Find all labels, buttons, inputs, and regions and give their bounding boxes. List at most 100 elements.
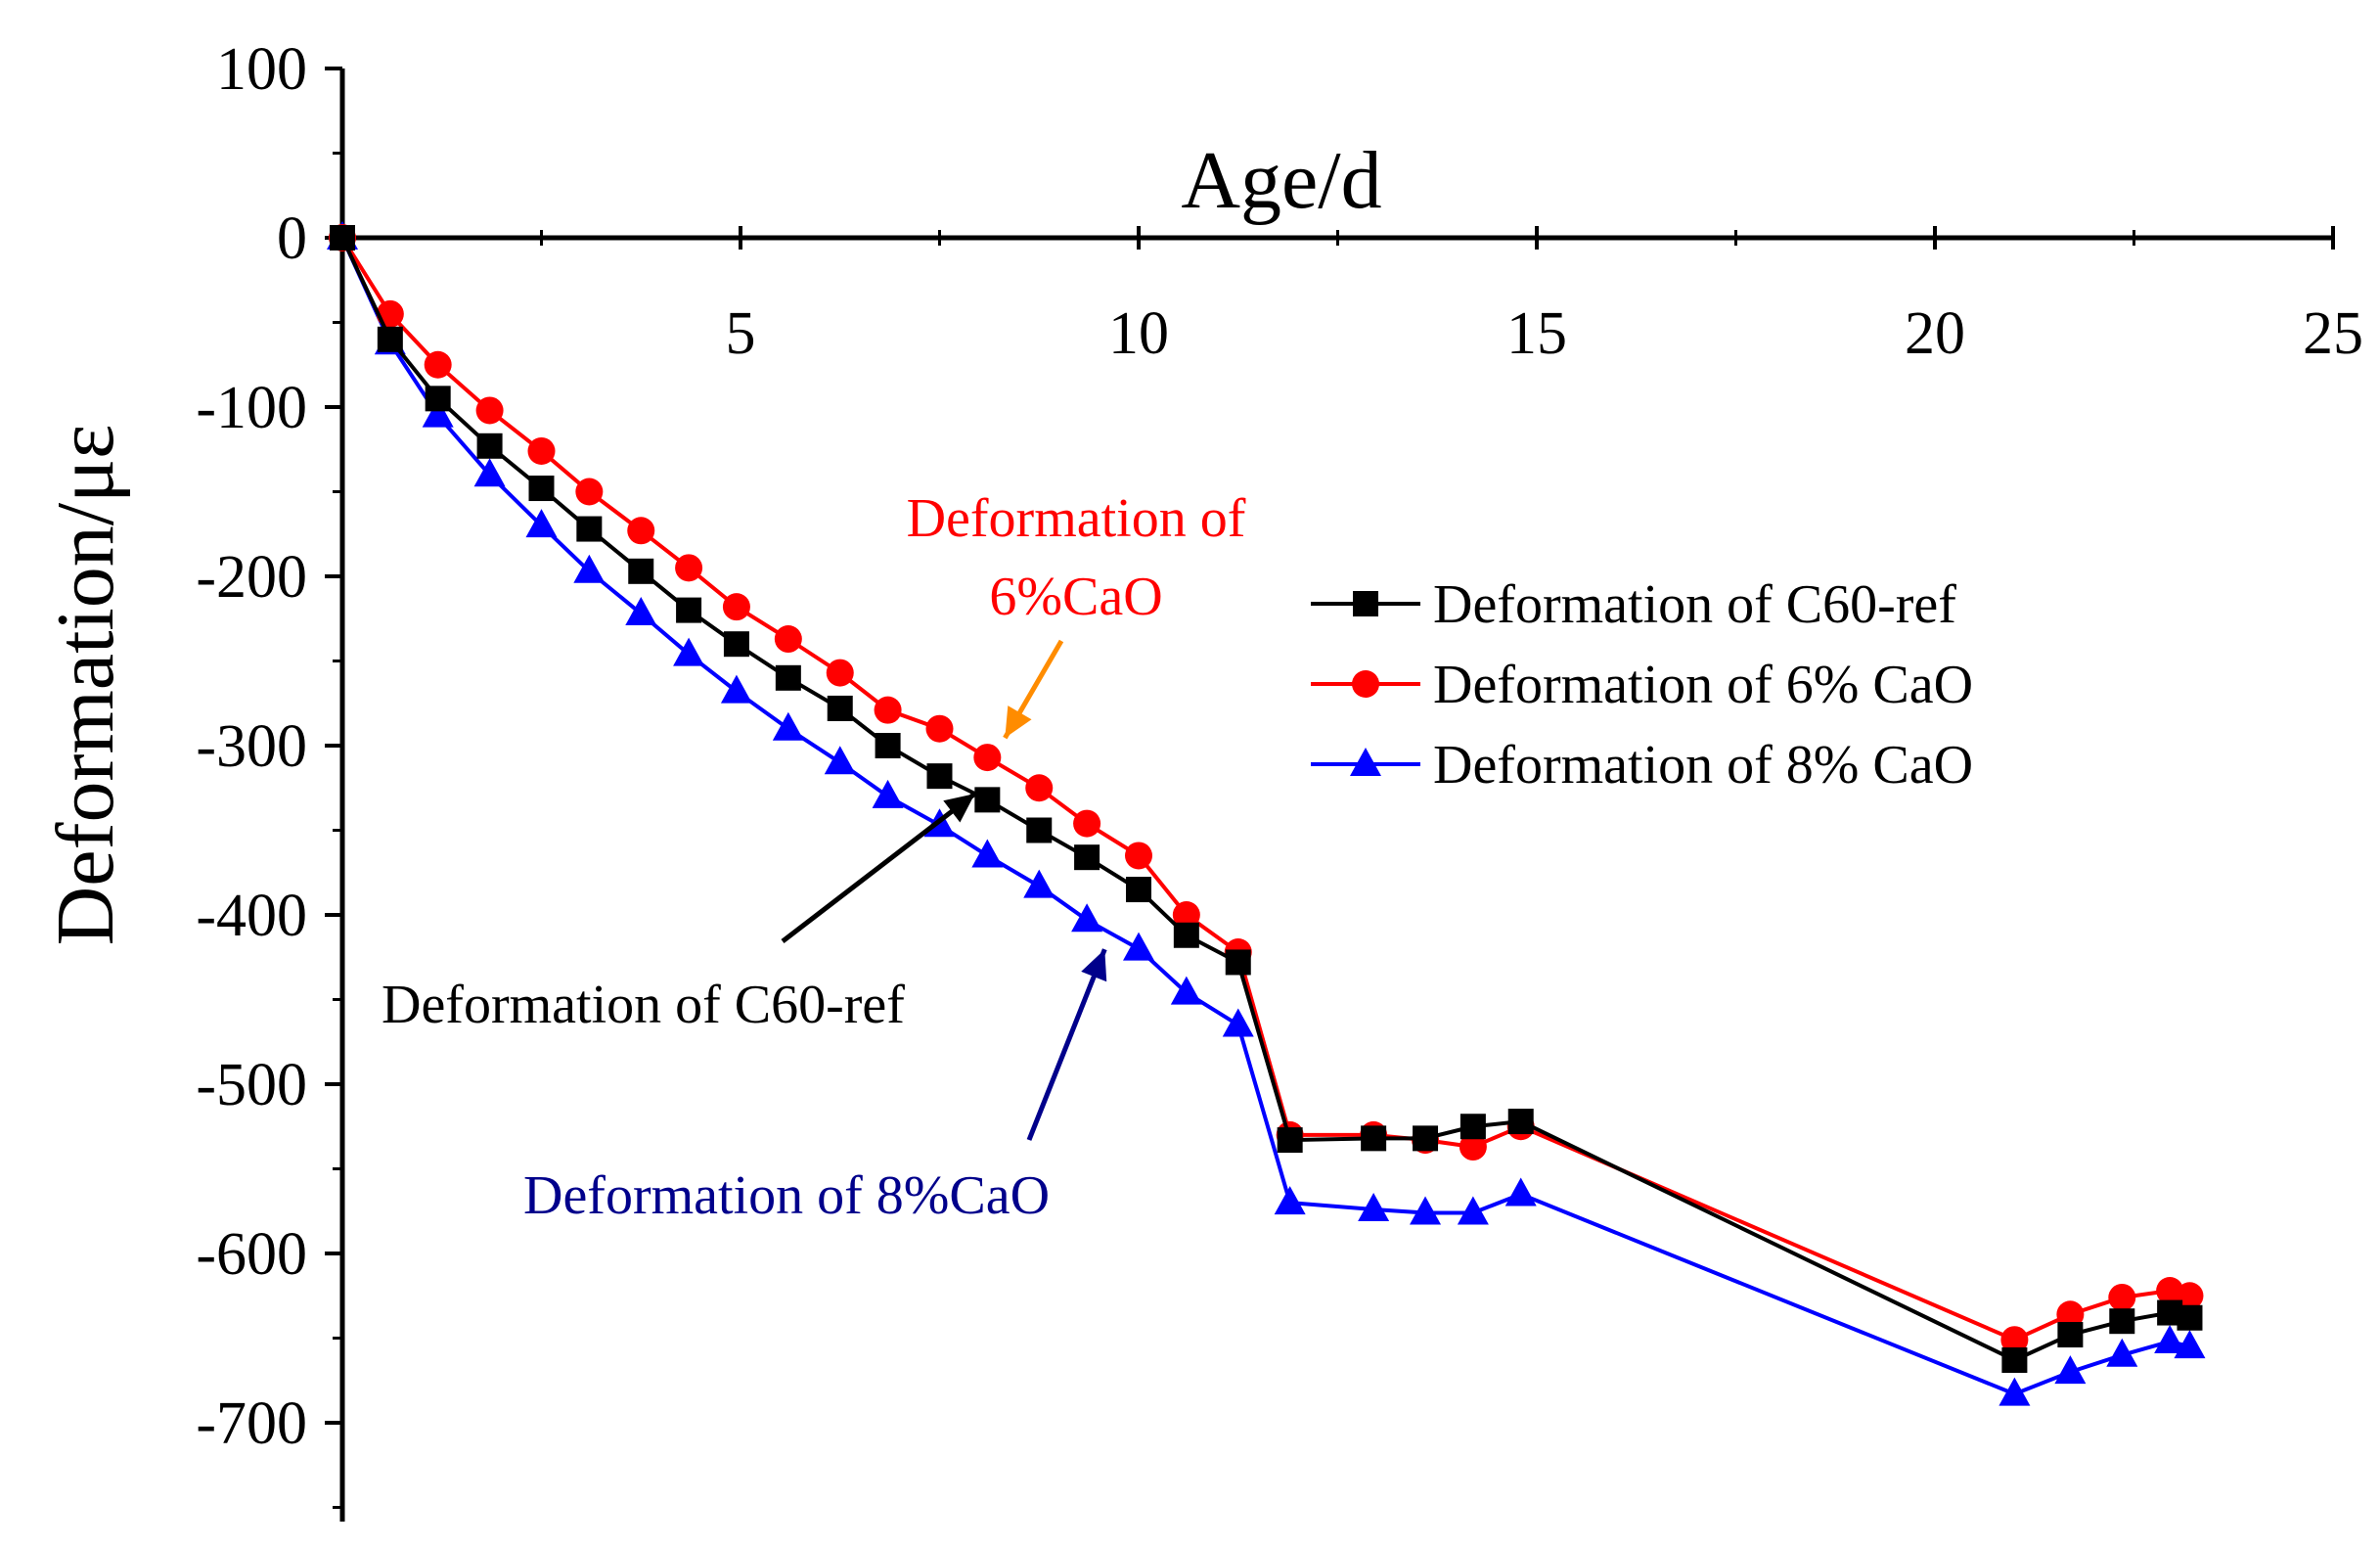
data-point: [625, 597, 657, 626]
data-point: [1361, 1125, 1387, 1152]
data-point: [2000, 1326, 2029, 1354]
data-point: [475, 396, 504, 425]
data-point: [824, 746, 856, 775]
data-point: [1274, 1186, 1306, 1215]
data-point: [675, 554, 703, 582]
data-point: [575, 478, 604, 506]
data-point: [1173, 922, 1199, 948]
data-point: [2109, 1308, 2135, 1335]
data-point: [1507, 1109, 1534, 1135]
data-point: [971, 839, 1004, 868]
x-tick-label: 15: [1506, 300, 1567, 367]
data-point: [1459, 1114, 1486, 1140]
data-point: [1123, 932, 1154, 961]
data-point: [774, 625, 802, 654]
data-point: [775, 664, 801, 691]
data-point: [673, 637, 705, 666]
data-point: [1277, 1127, 1303, 1154]
data-point: [872, 779, 904, 808]
data-point: [875, 733, 901, 758]
data-point: [476, 433, 503, 459]
data-point: [1026, 817, 1053, 843]
data-point: [925, 714, 954, 743]
annotation-6pct-cao: Deformation of 6%CaO: [907, 488, 1246, 627]
legend-entry: Deformation of 8% CaO: [1311, 735, 1973, 796]
annotation-line: 6%CaO: [989, 567, 1162, 627]
data-point: [2174, 1330, 2206, 1359]
data-point: [826, 659, 854, 687]
annotation-line: Deformation of: [907, 488, 1246, 549]
y-tick-label: -200: [196, 544, 307, 611]
y-tick-label: -300: [196, 713, 307, 780]
data-point: [1222, 1008, 1254, 1037]
data-point: [1125, 842, 1152, 870]
legend-entry: Deformation of C60-ref: [1311, 574, 1956, 635]
data-point: [628, 558, 654, 584]
x-tick-label: 25: [2303, 300, 2363, 367]
data-point: [827, 695, 853, 721]
data-point: [1025, 774, 1054, 802]
arrow-shaft: [781, 792, 977, 943]
y-axis-title: Deformation/με: [40, 425, 131, 946]
y-tick-label: -700: [196, 1390, 307, 1457]
data-point: [1023, 869, 1055, 898]
data-point: [1504, 1177, 1537, 1207]
y-tick-label: -400: [196, 883, 307, 949]
annotation-arrow: [1003, 639, 1064, 740]
arrow-head: [1081, 949, 1107, 982]
data-point: [2054, 1355, 2087, 1385]
data-point: [2108, 1283, 2136, 1311]
arrow-shaft: [1026, 948, 1107, 1141]
data-point: [528, 476, 555, 502]
data-point: [1410, 1196, 1442, 1225]
legend-entry: Deformation of 6% CaO: [1311, 655, 1973, 715]
x-axis-title: Age/d: [1181, 135, 1381, 226]
data-point: [1225, 949, 1251, 976]
data-point: [424, 350, 452, 379]
legend-marker: [1353, 591, 1378, 616]
data-point: [874, 696, 902, 724]
data-point: [723, 631, 749, 658]
data-point: [1413, 1125, 1439, 1152]
data-point: [2177, 1304, 2203, 1331]
y-tick-label: 0: [277, 205, 307, 272]
y-tick-label: -100: [196, 375, 307, 441]
data-point: [525, 509, 558, 538]
data-point: [2057, 1322, 2084, 1348]
series-square: [330, 225, 2203, 1373]
data-point: [377, 326, 403, 352]
legend: Deformation of C60-ref Deformation of 6% …: [1311, 574, 1973, 796]
data-point: [473, 458, 506, 487]
annotation-arrow: [781, 792, 977, 943]
annotation-arrow: [1026, 948, 1107, 1141]
data-point: [973, 744, 1002, 772]
data-point: [1126, 877, 1151, 903]
x-tick-label: 20: [1905, 300, 1965, 367]
annotation-8pct-cao: Deformation of 8%CaO: [523, 1165, 1050, 1226]
series-layer: [327, 221, 2206, 1406]
data-point: [2154, 1324, 2186, 1353]
arrow-head: [1005, 706, 1032, 739]
data-point: [1998, 1377, 2031, 1406]
data-point: [1457, 1196, 1489, 1225]
axes: 5 10 15 20 25 100 0 -100 -200 -300 -400 -500 -600 -7…: [196, 36, 2363, 1522]
x-tick-label: 10: [1108, 300, 1169, 367]
data-point: [576, 516, 603, 542]
data-point: [772, 711, 804, 741]
data-point: [720, 674, 752, 704]
data-point: [2001, 1346, 2028, 1373]
data-point: [1170, 976, 1202, 1005]
x-tick-label: 5: [726, 300, 756, 367]
data-point: [627, 517, 655, 545]
data-point: [1073, 809, 1101, 838]
annotation-layer: Deformation of 6%CaO Deformation of C60-re…: [382, 488, 1246, 1226]
data-point: [573, 554, 606, 583]
data-point: [527, 436, 556, 465]
y-ticks: 100 0 -100 -200 -300 -400 -500 -600 -700: [196, 36, 342, 1509]
data-point: [676, 597, 702, 623]
data-point: [425, 386, 451, 412]
data-point: [1459, 1133, 1487, 1161]
y-tick-label: -600: [196, 1221, 307, 1288]
arrow-head: [943, 794, 975, 823]
